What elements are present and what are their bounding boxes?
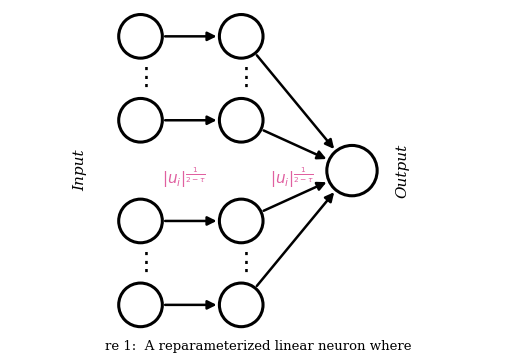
Circle shape (119, 199, 163, 243)
Text: $|u_i|^{\frac{1}{2-\tau}}$: $|u_i|^{\frac{1}{2-\tau}}$ (269, 165, 314, 190)
Circle shape (219, 15, 263, 58)
Text: Output: Output (395, 144, 409, 198)
Circle shape (327, 145, 377, 196)
Text: $\vdots$: $\vdots$ (133, 66, 149, 90)
Text: $\vdots$: $\vdots$ (233, 251, 249, 275)
Circle shape (119, 98, 163, 142)
Circle shape (219, 199, 263, 243)
Text: $\vdots$: $\vdots$ (233, 66, 249, 90)
Circle shape (219, 98, 263, 142)
Circle shape (119, 283, 163, 327)
Text: $|u_i|^{\frac{1}{2-\tau}}$: $|u_i|^{\frac{1}{2-\tau}}$ (162, 165, 206, 190)
Text: Input: Input (73, 150, 87, 192)
Text: $\vdots$: $\vdots$ (133, 251, 149, 275)
Text: re 1:  A reparameterized linear neuron where: re 1: A reparameterized linear neuron wh… (105, 340, 411, 353)
Circle shape (119, 15, 163, 58)
Circle shape (219, 283, 263, 327)
